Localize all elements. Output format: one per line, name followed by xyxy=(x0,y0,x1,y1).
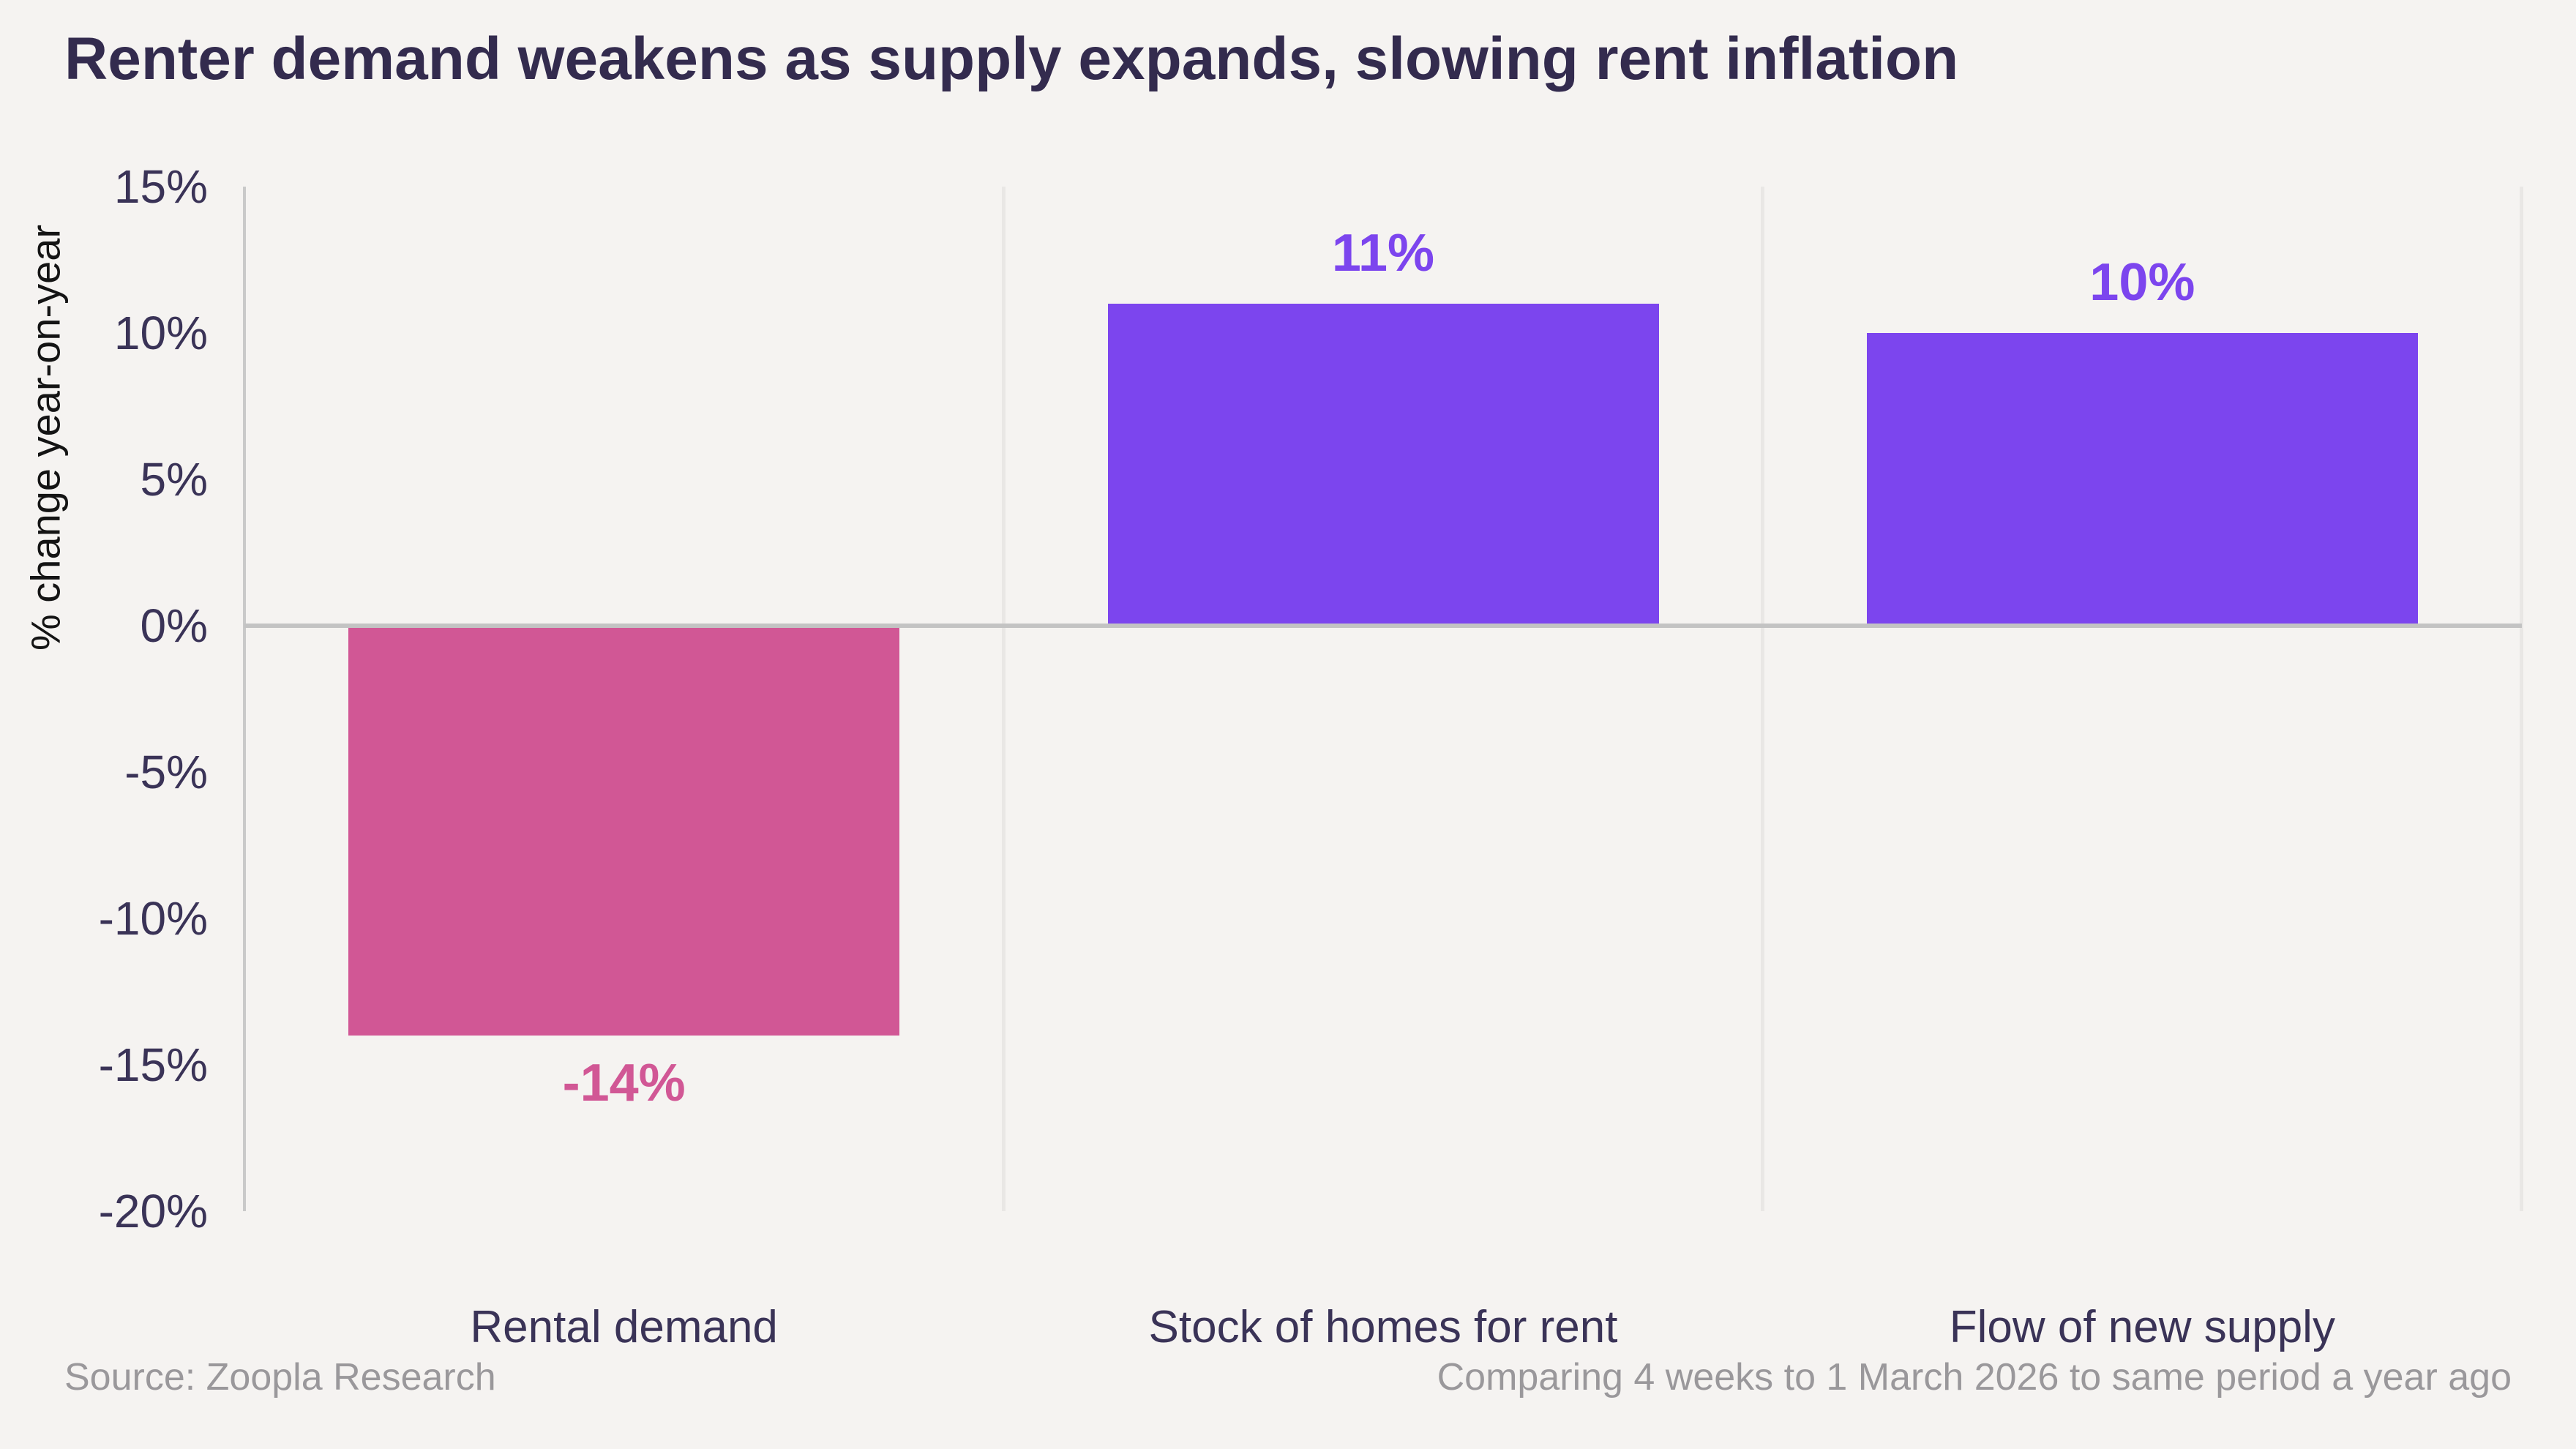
bar-value-label: -14% xyxy=(562,1054,686,1112)
bar-stock-of-homes-for-rent xyxy=(1107,304,1659,626)
y-tick-label: 15% xyxy=(113,160,208,213)
category-separator-line xyxy=(1761,187,1765,1211)
bar-flow-of-new-supply xyxy=(1866,333,2418,626)
bar-value-label: 11% xyxy=(1331,224,1435,282)
category-label: Rental demand xyxy=(470,1302,778,1352)
y-axis-line xyxy=(243,187,246,1211)
y-tick-label: -5% xyxy=(124,746,208,798)
y-tick-label: -15% xyxy=(98,1038,208,1091)
y-tick-label: -20% xyxy=(98,1185,208,1238)
y-tick-label: 5% xyxy=(140,453,209,506)
y-axis-tick-rail: 15% 10% 5% 0% -5% -10% -15% -20% xyxy=(0,160,209,1238)
y-tick-label: 10% xyxy=(113,307,208,359)
footer: Source: Zoopla Research Comparing 4 week… xyxy=(64,1355,2512,1399)
period-note: Comparing 4 weeks to 1 March 2026 to sam… xyxy=(1437,1356,2512,1399)
zero-baseline xyxy=(244,624,2522,628)
y-tick-label: -10% xyxy=(98,892,208,945)
chart-title: Renter demand weakens as supply expands,… xyxy=(64,26,1959,92)
category-label: Flow of new supply xyxy=(1949,1302,2335,1352)
plot-right-edge-line xyxy=(2520,187,2523,1211)
plot-area: -14% 11% 10% xyxy=(243,187,2523,1211)
category-separator-line xyxy=(1001,187,1006,1211)
bar-value-label: 10% xyxy=(2089,253,2195,312)
category-label: Stock of homes for rent xyxy=(1148,1302,1618,1352)
y-tick-label: 0% xyxy=(140,599,209,652)
bar-rental-demand xyxy=(348,626,900,1036)
source-note: Source: Zoopla Research xyxy=(64,1356,496,1399)
